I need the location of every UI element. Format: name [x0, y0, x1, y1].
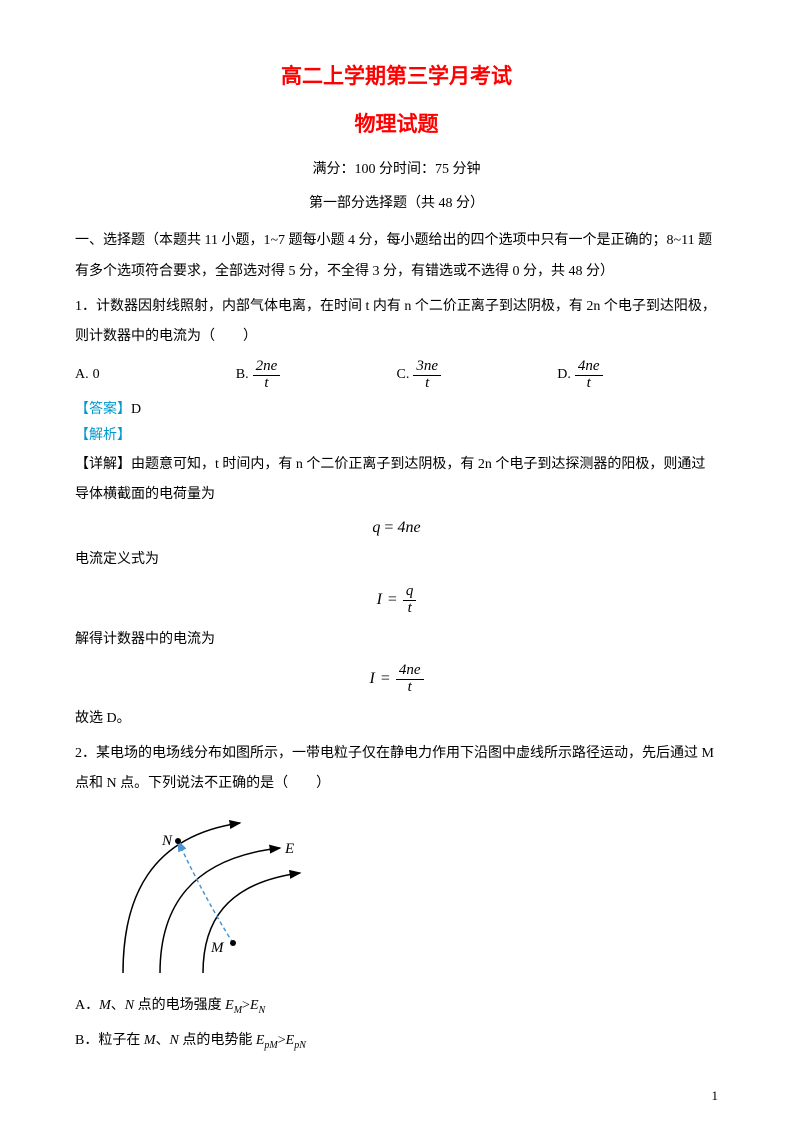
denominator: t: [261, 376, 271, 392]
instructions: 一、选择题（本题共 11 小题，1~7 题每小题 4 分，每小题给出的四个选项中…: [75, 226, 718, 288]
field-line-3: [203, 873, 300, 973]
info-line: 满分：100 分时间：75 分钟: [75, 158, 718, 178]
answer-label: 【答案】: [75, 402, 131, 417]
q1-stem: 1．计数器因射线照射，内部气体电离，在时间 t 内有 n 个二价正离子到达阴极，…: [75, 292, 718, 354]
eq-lhs: I: [369, 670, 374, 687]
title-main: 高二上学期第三学月考试: [75, 60, 718, 90]
point-n-label: N: [161, 833, 173, 849]
q1-detail: 【详解】由题意可知，t 时间内，有 n 个二价正离子到达阴极，有 2n 个电子到…: [75, 450, 718, 512]
section-line: 第一部分选择题（共 48 分）: [75, 192, 718, 212]
numerator: 3ne: [413, 359, 441, 376]
q1-opt-d: D. 4ne t: [557, 359, 718, 392]
title-sub: 物理试题: [75, 108, 718, 138]
eq-lhs: I: [377, 591, 382, 608]
numerator: 2ne: [253, 359, 281, 376]
opt-label: D.: [557, 367, 571, 383]
numerator: 4ne: [575, 359, 603, 376]
q1-analysis-label: 【解析】: [75, 424, 718, 444]
eq-sign: =: [388, 591, 397, 608]
q2-stem: 2．某电场的电场线分布如图所示，一带电粒子仅在静电力作用下沿图中虚线所示路径运动…: [75, 739, 718, 801]
q2-opt-a: A．M、N 点的电场强度 EM>EN: [75, 991, 718, 1022]
denominator: t: [405, 680, 415, 696]
opt-text: 0: [93, 367, 100, 383]
point-m-label: M: [210, 940, 225, 956]
fraction: 2ne t: [253, 359, 281, 392]
fraction: q t: [403, 584, 417, 617]
eq-sign: =: [384, 519, 393, 536]
denominator: t: [405, 601, 415, 617]
e-label: E: [284, 841, 294, 857]
q1-opt-a: A. 0: [75, 367, 236, 383]
numerator: 4ne: [396, 663, 424, 680]
q1-line2: 电流定义式为: [75, 545, 718, 576]
eq-rhs: 4ne: [397, 519, 420, 536]
q1-opt-b: B. 2ne t: [236, 359, 397, 392]
field-line-diagram: N M E: [105, 808, 315, 978]
q1-line3: 解得计数器中的电流为: [75, 625, 718, 656]
denominator: t: [422, 376, 432, 392]
fraction: 3ne t: [413, 359, 441, 392]
opt-label: C.: [397, 367, 410, 383]
particle-path: [178, 841, 233, 943]
point-m-dot: [230, 940, 236, 946]
denominator: t: [584, 376, 594, 392]
numerator: q: [403, 584, 417, 601]
eq-sign: =: [381, 670, 390, 687]
q2-opt-b: B．粒子在 M、N 点的电势能 EpM>EpN: [75, 1026, 718, 1057]
q1-eq1: q = 4ne: [75, 519, 718, 537]
q2-diagram: N M E: [105, 808, 718, 983]
fraction: 4ne t: [575, 359, 603, 392]
q1-eq2: I = q t: [75, 584, 718, 617]
answer-value: D: [131, 402, 141, 417]
page-number: 1: [712, 1088, 719, 1104]
opt-label: A.: [75, 367, 89, 383]
fraction: 4ne t: [396, 663, 424, 696]
q1-answer: 【答案】D: [75, 398, 718, 418]
eq-lhs: q: [372, 519, 380, 536]
q1-eq3: I = 4ne t: [75, 663, 718, 696]
point-n-dot: [175, 838, 181, 844]
opt-label: B.: [236, 367, 249, 383]
q1-conclusion: 故选 D。: [75, 704, 718, 735]
q1-options: A. 0 B. 2ne t C. 3ne t D. 4ne t: [75, 359, 718, 392]
q1-opt-c: C. 3ne t: [397, 359, 558, 392]
